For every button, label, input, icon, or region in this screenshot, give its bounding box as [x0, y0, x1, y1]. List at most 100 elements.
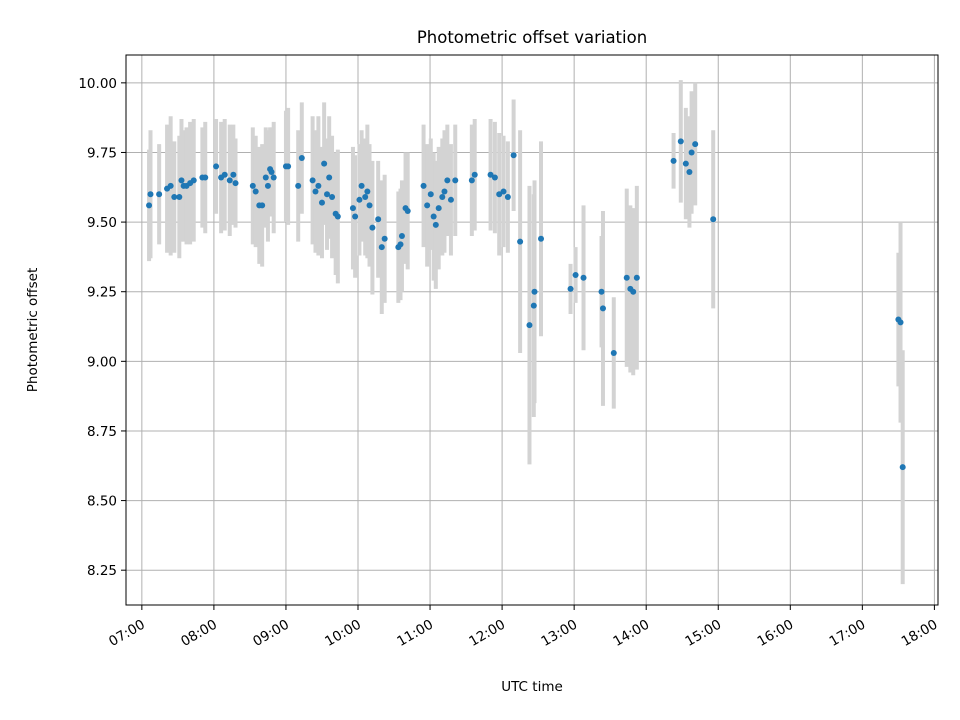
data-point	[349, 205, 356, 212]
data-point	[424, 202, 431, 209]
data-point	[366, 202, 373, 209]
y-tick-label: 9.50	[87, 215, 117, 231]
data-point	[682, 160, 689, 167]
data-point	[249, 182, 256, 189]
data-point	[324, 191, 331, 198]
data-point	[633, 274, 640, 281]
data-point	[526, 322, 533, 329]
data-point	[156, 191, 163, 198]
data-point	[630, 288, 637, 295]
data-point	[692, 141, 699, 148]
data-point	[178, 177, 185, 184]
data-point	[358, 182, 365, 189]
data-point	[427, 191, 434, 198]
data-point	[471, 171, 478, 178]
data-point	[295, 182, 302, 189]
data-point	[375, 216, 382, 223]
data-point	[232, 180, 239, 187]
data-point	[167, 182, 174, 189]
data-point	[309, 177, 316, 184]
data-point	[378, 244, 385, 251]
data-point	[202, 174, 209, 181]
data-point	[259, 202, 266, 209]
data-point	[356, 196, 363, 203]
data-point	[362, 194, 369, 201]
data-point	[315, 182, 322, 189]
data-point	[329, 194, 336, 201]
data-point	[510, 152, 517, 159]
y-axis-label: Photometric offset	[25, 268, 41, 392]
data-point	[567, 285, 574, 292]
data-point	[404, 207, 411, 214]
data-point	[264, 182, 271, 189]
data-point	[531, 288, 538, 295]
data-point	[268, 168, 275, 175]
data-point	[899, 464, 906, 471]
x-axis-label: UTC time	[501, 679, 563, 695]
data-point	[677, 138, 684, 145]
data-point	[146, 202, 153, 209]
y-axis: 8.25 8.50 8.75 9.00 9.25 9.50 9.75 10.00	[78, 76, 126, 579]
data-point	[504, 194, 511, 201]
data-point	[496, 191, 503, 198]
data-point	[312, 188, 319, 195]
data-point	[439, 194, 446, 201]
data-point	[285, 163, 292, 170]
data-point	[334, 213, 341, 220]
data-point	[491, 174, 498, 181]
data-point	[623, 274, 630, 281]
data-point	[452, 177, 459, 184]
data-point	[326, 174, 333, 181]
data-point	[381, 235, 388, 242]
data-point	[398, 233, 405, 240]
data-point	[369, 224, 376, 231]
data-point	[213, 163, 220, 170]
data-point	[432, 221, 439, 228]
data-point	[321, 160, 328, 167]
data-point	[226, 177, 233, 184]
plot-frame	[125, 54, 939, 606]
data-point	[318, 199, 325, 206]
data-point	[262, 174, 269, 181]
data-point	[688, 149, 695, 156]
data-point	[352, 213, 359, 220]
data-point	[710, 216, 717, 223]
data-point	[230, 171, 237, 178]
data-point	[610, 349, 617, 356]
data-point	[430, 213, 437, 220]
data-point	[270, 174, 277, 181]
data-point	[171, 194, 178, 201]
y-tick-label: 8.50	[87, 494, 117, 510]
data-point	[538, 235, 545, 242]
data-point	[500, 188, 507, 195]
y-tick-label: 9.25	[87, 285, 117, 301]
data-point	[447, 196, 454, 203]
y-tick-label: 8.25	[87, 563, 117, 579]
data-point	[686, 168, 693, 175]
data-point	[176, 194, 183, 201]
data-point	[444, 177, 451, 184]
data-point	[364, 188, 371, 195]
data-points	[146, 138, 906, 471]
data-point	[441, 188, 448, 195]
data-point	[397, 241, 404, 248]
chart-title: Photometric offset variation	[417, 28, 647, 47]
data-point	[517, 238, 524, 245]
data-point	[190, 177, 197, 184]
data-point	[221, 171, 228, 178]
data-point	[670, 157, 677, 164]
data-point	[435, 205, 442, 212]
data-point	[599, 305, 606, 312]
data-point	[530, 302, 537, 309]
data-point	[147, 191, 154, 198]
y-tick-label: 9.75	[87, 145, 117, 161]
data-point	[897, 319, 904, 326]
data-point	[598, 288, 605, 295]
y-tick-label: 9.00	[87, 354, 117, 370]
data-point	[420, 182, 427, 189]
data-point	[580, 274, 587, 281]
data-point	[572, 272, 579, 278]
data-point	[252, 188, 259, 195]
